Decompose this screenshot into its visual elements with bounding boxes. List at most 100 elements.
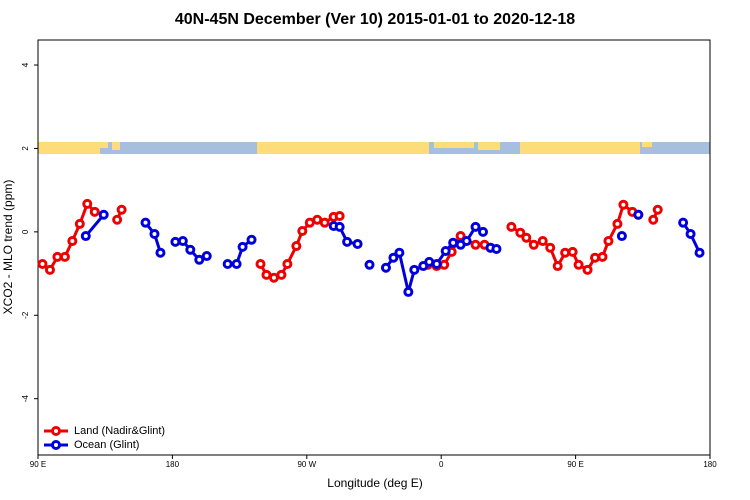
data-point bbox=[431, 258, 442, 269]
legend-label: Ocean (Glint) bbox=[74, 439, 139, 451]
x-tick-label: 180 bbox=[703, 460, 717, 469]
data-point bbox=[334, 211, 345, 222]
data-point bbox=[237, 241, 248, 252]
land-mask-strip bbox=[38, 142, 710, 154]
data-point bbox=[268, 272, 279, 283]
legend-marker bbox=[51, 440, 61, 450]
data-point bbox=[170, 236, 181, 247]
data-point bbox=[455, 231, 466, 242]
plot-frame bbox=[37, 39, 711, 456]
data-point bbox=[491, 243, 502, 254]
data-point bbox=[394, 247, 405, 258]
data-point bbox=[537, 236, 548, 247]
data-point bbox=[319, 217, 330, 228]
data-point bbox=[603, 236, 614, 247]
data-point bbox=[82, 198, 93, 209]
data-point bbox=[678, 217, 689, 228]
data-point bbox=[461, 236, 472, 247]
data-point bbox=[255, 258, 266, 269]
data-point bbox=[506, 221, 517, 232]
data-point bbox=[590, 252, 601, 263]
data-point bbox=[352, 238, 363, 249]
data-point bbox=[470, 221, 481, 232]
y-tick-label: 4 bbox=[21, 62, 30, 67]
data-point bbox=[648, 214, 659, 225]
data-point bbox=[261, 269, 272, 280]
x-tick-label: 180 bbox=[166, 460, 180, 469]
data-point bbox=[59, 251, 70, 262]
y-tick-label: -2 bbox=[21, 311, 30, 319]
data-point bbox=[409, 264, 420, 275]
data-point bbox=[37, 258, 48, 269]
legend-marker bbox=[51, 426, 61, 436]
x-tick-label: 0 bbox=[439, 460, 444, 469]
data-point bbox=[685, 228, 696, 239]
data-point bbox=[291, 241, 302, 252]
data-point bbox=[567, 246, 578, 257]
data-point bbox=[112, 214, 123, 225]
data-point bbox=[312, 214, 323, 225]
data-point bbox=[304, 217, 315, 228]
data-point bbox=[582, 264, 593, 275]
legend: Land (Nadir&Glint) Ocean (Glint) bbox=[44, 425, 165, 451]
data-point bbox=[616, 231, 627, 242]
x-tick-label: 90 W bbox=[297, 460, 316, 469]
data-point bbox=[439, 259, 450, 270]
data-point bbox=[528, 239, 539, 250]
data-point bbox=[612, 218, 623, 229]
data-point bbox=[388, 252, 399, 263]
data-point bbox=[80, 231, 91, 242]
data-point bbox=[448, 237, 459, 248]
data-point bbox=[149, 228, 160, 239]
x-tick-label: 90 E bbox=[30, 460, 46, 469]
data-point bbox=[694, 247, 705, 258]
y-axis-label: XCO2 - MLO trend (ppm) bbox=[1, 180, 15, 315]
y-tick-label: 0 bbox=[21, 229, 30, 234]
data-point bbox=[194, 254, 205, 265]
data-point bbox=[633, 209, 644, 220]
x-axis-label: Longitude (deg E) bbox=[327, 476, 422, 490]
data-point bbox=[515, 227, 526, 238]
data-point bbox=[478, 226, 489, 237]
data-point bbox=[44, 264, 55, 275]
data-point bbox=[521, 232, 532, 243]
data-point bbox=[98, 209, 109, 220]
data-point bbox=[116, 204, 127, 215]
data-point bbox=[342, 236, 353, 247]
data-point bbox=[403, 286, 414, 297]
data-point bbox=[364, 259, 375, 270]
data-point bbox=[560, 247, 571, 258]
data-point bbox=[652, 204, 663, 215]
data-point bbox=[67, 236, 78, 247]
y-tick-label: 2 bbox=[21, 146, 30, 151]
data-point bbox=[231, 258, 242, 269]
data-point bbox=[597, 251, 608, 262]
legend-label: Land (Nadir&Glint) bbox=[74, 425, 165, 437]
data-point bbox=[276, 269, 287, 280]
data-point bbox=[89, 206, 100, 217]
data-point bbox=[297, 226, 308, 237]
data-point bbox=[440, 246, 451, 257]
data-point bbox=[185, 244, 196, 255]
data-point bbox=[52, 251, 63, 262]
x-tick-label: 90 E bbox=[567, 460, 583, 469]
data-point bbox=[618, 199, 629, 210]
data-point bbox=[246, 234, 257, 245]
chart-title: 40N-45N December (Ver 10) 2015-01-01 to … bbox=[175, 11, 575, 28]
data-point bbox=[177, 236, 188, 247]
data-point bbox=[155, 247, 166, 258]
data-point bbox=[140, 217, 151, 228]
data-point bbox=[424, 256, 435, 267]
data-point bbox=[552, 261, 563, 272]
data-point bbox=[470, 239, 481, 250]
y-tick-label: -4 bbox=[21, 395, 30, 403]
data-point bbox=[334, 221, 345, 232]
data-point bbox=[380, 262, 391, 273]
data-point bbox=[573, 259, 584, 270]
data-point bbox=[545, 242, 556, 253]
data-point bbox=[201, 251, 212, 262]
data-point bbox=[74, 218, 85, 229]
data-point bbox=[222, 258, 233, 269]
data-point bbox=[282, 258, 293, 269]
